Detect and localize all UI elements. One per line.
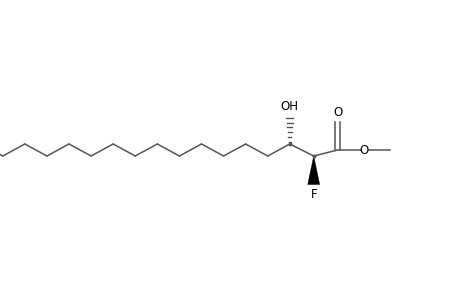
Text: OH: OH: [280, 100, 298, 113]
Text: O: O: [359, 143, 368, 157]
Text: O: O: [332, 106, 341, 118]
Polygon shape: [307, 156, 319, 184]
Text: F: F: [310, 188, 316, 201]
